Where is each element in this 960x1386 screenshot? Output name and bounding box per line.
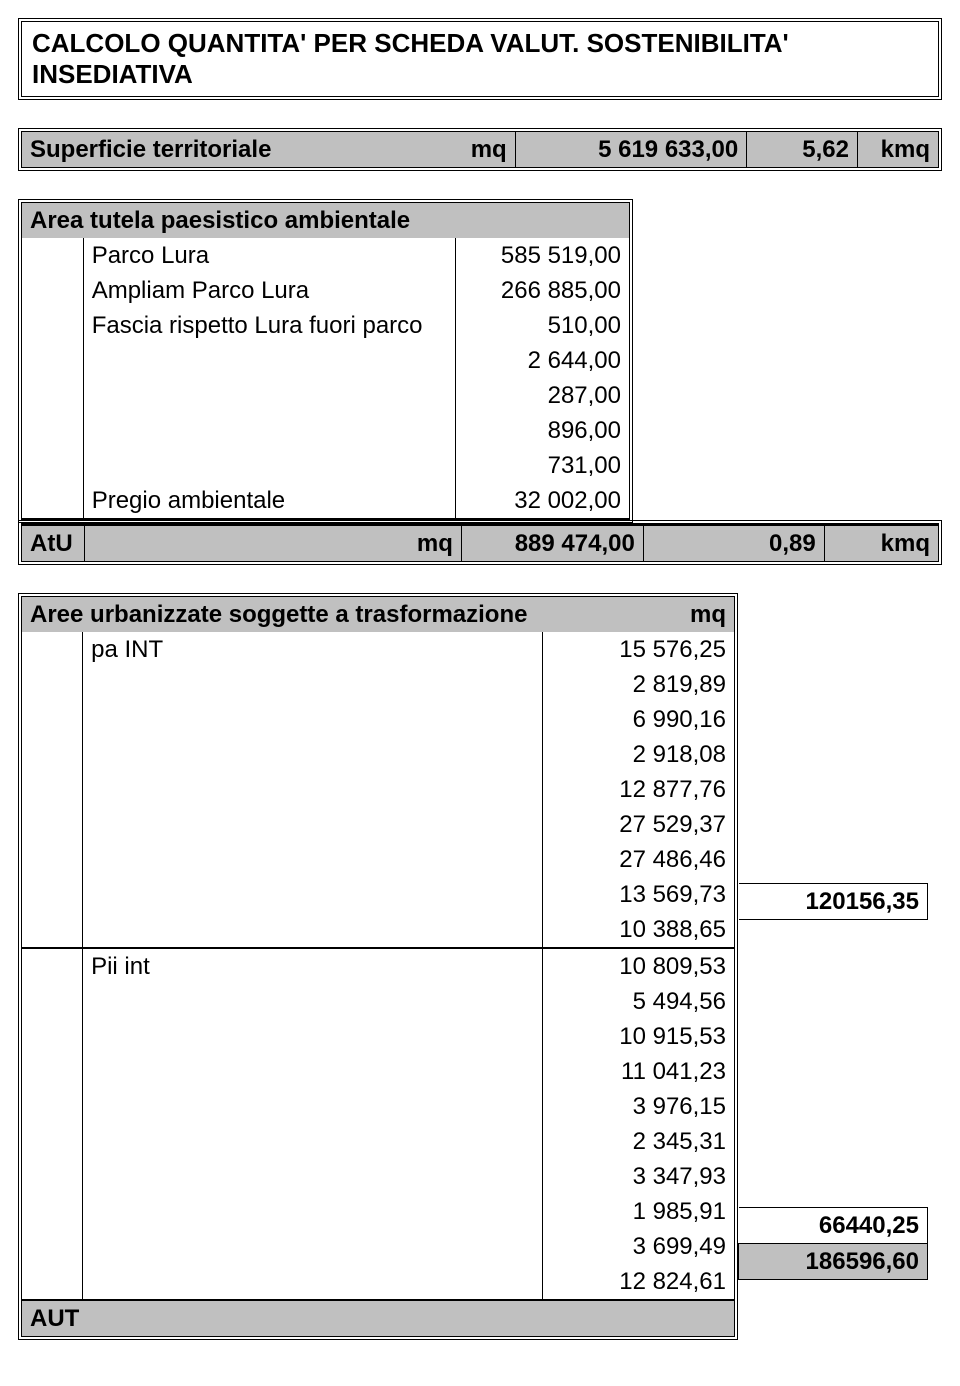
aree-urb-value: 5 494,56 bbox=[542, 984, 734, 1019]
area-tutela-row-value: 2 644,00 bbox=[456, 343, 629, 378]
area-tutela-row-value: 896,00 bbox=[456, 413, 629, 448]
aree-urb-value: 3 347,93 bbox=[542, 1159, 734, 1194]
superficie-kmq-value: 5,62 bbox=[747, 132, 858, 167]
area-tutela-row-value: 32 002,00 bbox=[456, 483, 629, 519]
aree-urb-value: 3 699,49 bbox=[542, 1229, 734, 1264]
aree-urb-value: 10 388,65 bbox=[542, 912, 734, 948]
superficie-kmq-unit: kmq bbox=[857, 132, 938, 167]
area-tutela-row-label: Fascia rispetto Lura fuori parco bbox=[83, 308, 455, 343]
aree-urb-group-label: pa INT bbox=[83, 632, 543, 667]
area-tutela-row-label bbox=[83, 378, 455, 413]
area-tutela-row-label bbox=[83, 413, 455, 448]
page-title: CALCOLO QUANTITA' PER SCHEDA VALUT. SOST… bbox=[21, 21, 939, 97]
area-tutela-row-value: 510,00 bbox=[456, 308, 629, 343]
aree-urb-value: 12 824,61 bbox=[542, 1264, 734, 1300]
aree-urb-value: 27 486,46 bbox=[542, 842, 734, 877]
aut-value: 186596,60 bbox=[739, 1243, 928, 1279]
aree-urb-value: 15 576,25 bbox=[542, 632, 734, 667]
superficie-value: 5 619 633,00 bbox=[515, 132, 747, 167]
aree-urb-value: 2 345,31 bbox=[542, 1124, 734, 1159]
area-tutela-row-value: 585 519,00 bbox=[456, 238, 629, 273]
aree-urb-value: 2 918,08 bbox=[542, 737, 734, 772]
area-tutela-row-label bbox=[83, 448, 455, 483]
aree-urb-group-label: Pii int bbox=[83, 948, 543, 984]
superficie-label: Superficie territoriale bbox=[22, 132, 445, 167]
aree-urb-header-unit: mq bbox=[542, 597, 734, 632]
aree-urb-value: 10 915,53 bbox=[542, 1019, 734, 1054]
atu-kmq-unit: kmq bbox=[824, 525, 938, 561]
aree-urb-subtotal: 66440,25 bbox=[739, 1207, 928, 1243]
area-tutela-row-value: 731,00 bbox=[456, 448, 629, 483]
area-tutela-row-value: 287,00 bbox=[456, 378, 629, 413]
area-tutela-row-label: Ampliam Parco Lura bbox=[83, 273, 455, 308]
area-tutela-header: Area tutela paesistico ambientale bbox=[22, 203, 629, 238]
area-tutela-row-value: 266 885,00 bbox=[456, 273, 629, 308]
area-tutela-row-label bbox=[83, 343, 455, 378]
area-tutela-block: Area tutela paesistico ambientale Parco … bbox=[18, 199, 942, 565]
aree-urb-value: 27 529,37 bbox=[542, 807, 734, 842]
superficie-unit: mq bbox=[445, 132, 515, 167]
atu-unit: mq bbox=[84, 525, 461, 561]
aree-urb-header: Aree urbanizzate soggette a trasformazio… bbox=[22, 597, 542, 632]
aree-urb-subtotal: 120156,35 bbox=[739, 883, 928, 919]
aree-urb-value: 10 809,53 bbox=[542, 948, 734, 984]
aree-urbanizzate-table: Aree urbanizzate soggette a trasformazio… bbox=[22, 597, 734, 1336]
area-tutela-row-label: Parco Lura bbox=[83, 238, 455, 273]
superficie-table: Superficie territoriale mq 5 619 633,00 … bbox=[18, 128, 942, 171]
aree-urb-value: 11 041,23 bbox=[542, 1054, 734, 1089]
atu-value: 889 474,00 bbox=[461, 525, 643, 561]
aree-urb-value: 6 990,16 bbox=[542, 702, 734, 737]
area-tutela-row-label: Pregio ambientale bbox=[83, 483, 455, 519]
area-tutela-upper-table: Area tutela paesistico ambientale Parco … bbox=[22, 203, 629, 519]
aut-label: AUT bbox=[22, 1300, 542, 1336]
aree-urb-value: 2 819,89 bbox=[542, 667, 734, 702]
atu-label: AtU bbox=[22, 525, 84, 561]
aree-urb-value: 3 976,15 bbox=[542, 1089, 734, 1124]
aree-urb-value: 12 877,76 bbox=[542, 772, 734, 807]
aree-urbanizzate-block: Aree urbanizzate soggette a trasformazio… bbox=[18, 593, 942, 1340]
atu-kmq-value: 0,89 bbox=[643, 525, 824, 561]
title-box: CALCOLO QUANTITA' PER SCHEDA VALUT. SOST… bbox=[18, 18, 942, 100]
aree-urb-value: 13 569,73 bbox=[542, 877, 734, 912]
aree-urb-value: 1 985,91 bbox=[542, 1194, 734, 1229]
